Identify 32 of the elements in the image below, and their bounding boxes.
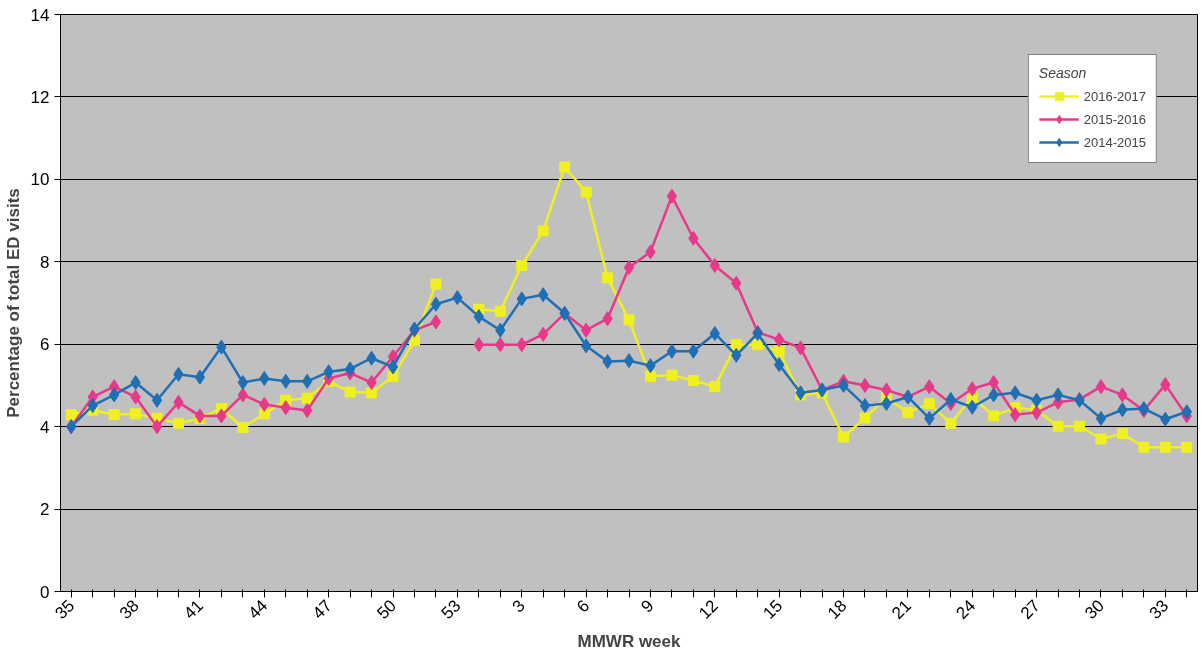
x-tick-label: 12 <box>695 596 722 623</box>
x-tick-label: 9 <box>637 596 658 617</box>
y-tick-label: 0 <box>40 582 50 602</box>
x-tick-label: 18 <box>823 596 851 623</box>
y-tick-label: 2 <box>40 500 50 520</box>
legend-label: 2015-2016 <box>1083 111 1146 127</box>
y-axis-title: Percentage of total ED visits <box>3 188 23 418</box>
x-tick-label: 47 <box>308 596 336 623</box>
legend-label: 2014-2015 <box>1083 134 1146 150</box>
y-tick-label: 14 <box>30 5 50 25</box>
y-tick-label: 4 <box>40 417 50 437</box>
x-axis-title: MMWR week <box>577 632 682 652</box>
x-tick-label: 6 <box>573 596 594 617</box>
x-tick-label: 27 <box>1016 596 1044 623</box>
x-tick-label: 41 <box>180 596 208 623</box>
x-tick-label: 15 <box>759 596 787 623</box>
legend-label: 2016-2017 <box>1083 88 1146 104</box>
x-tick-label: 33 <box>1145 596 1173 623</box>
x-tick-label: 53 <box>437 596 465 623</box>
legend-title: Season <box>1038 65 1088 81</box>
x-tick-label: 21 <box>888 596 915 623</box>
y-tick-label: 6 <box>40 335 50 355</box>
x-tick-label: 24 <box>952 596 980 623</box>
x-tick-label: 30 <box>1081 596 1109 623</box>
y-tick-label: 8 <box>40 252 50 272</box>
x-tick-label: 35 <box>51 596 79 623</box>
x-tick-label: 50 <box>373 596 401 623</box>
x-tick-label: 38 <box>115 596 143 623</box>
x-tick-label: 3 <box>508 596 529 617</box>
x-tick-label: 44 <box>244 596 272 623</box>
y-tick-label: 12 <box>30 87 50 107</box>
y-tick-label: 10 <box>30 170 50 190</box>
